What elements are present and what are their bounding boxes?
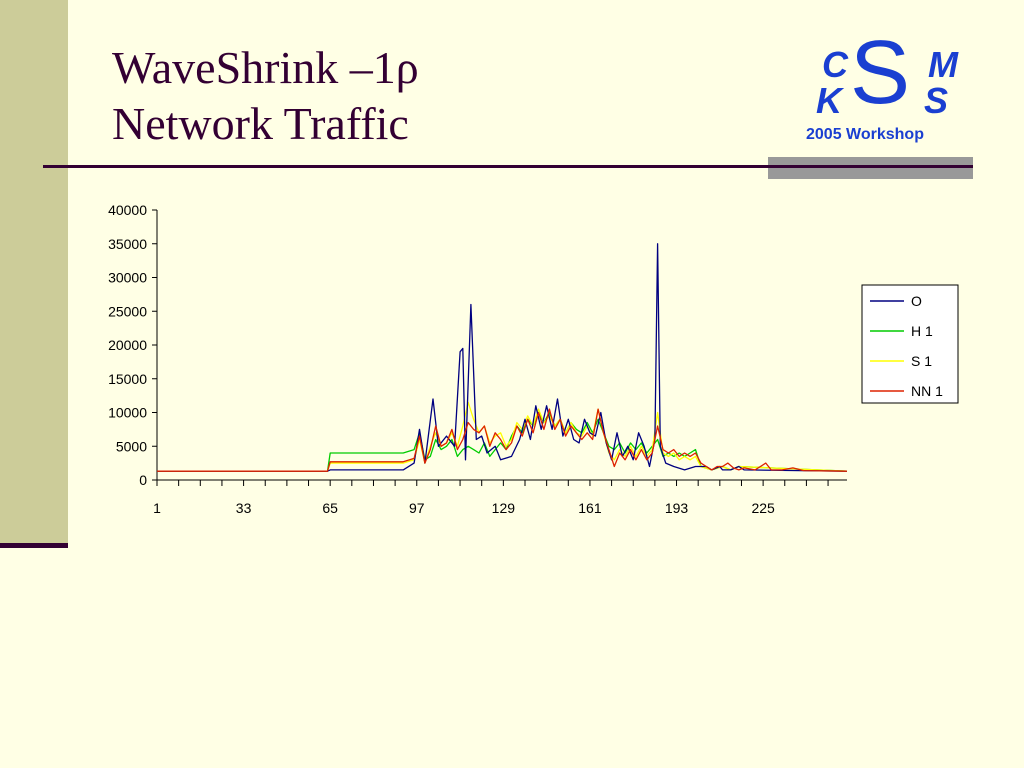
- x-tick-label: 33: [236, 500, 252, 516]
- legend-label: S 1: [911, 353, 932, 369]
- logo-workshop-label: 2005 Workshop: [806, 126, 924, 143]
- header-divider-gray-block: [768, 157, 973, 179]
- logo-letter-big-s: S: [850, 23, 911, 123]
- slide-sidebar: [0, 0, 68, 546]
- x-tick-label: 129: [492, 500, 516, 516]
- chart-legend: [861, 284, 959, 404]
- header-divider: [43, 165, 973, 168]
- y-tick-label: 30000: [108, 270, 147, 286]
- x-tick-label: 161: [578, 500, 602, 516]
- y-tick-label: 15000: [108, 371, 147, 387]
- slide-title-line1: WaveShrink –1ρ: [112, 42, 419, 93]
- sidebar-accent-rule: [0, 543, 68, 548]
- logo-letter-s: S: [924, 80, 949, 121]
- x-tick-label: 225: [751, 500, 775, 516]
- y-tick-label: 5000: [116, 438, 147, 454]
- legend-label: H 1: [911, 323, 933, 339]
- legend-label: O: [911, 293, 922, 309]
- y-tick-label: 0: [139, 472, 147, 488]
- y-tick-label: 40000: [108, 202, 147, 218]
- logo-letter-k: K: [816, 80, 842, 121]
- x-tick-label: 65: [322, 500, 338, 516]
- legend-label: NN 1: [911, 383, 943, 399]
- y-tick-label: 35000: [108, 236, 147, 252]
- x-tick-label: 1: [153, 500, 161, 516]
- series-line-o: [157, 243, 848, 472]
- slide-title: WaveShrink –1ρ Network Traffic: [112, 40, 419, 152]
- series-line-nn-1: [157, 408, 848, 472]
- x-tick-label: 193: [665, 500, 689, 516]
- slide-title-line2: Network Traffic: [112, 98, 409, 149]
- network-traffic-line-chart: 0 5000 10000 15000 20000 25000 30000 35000 40000…: [108, 202, 959, 516]
- logo-letter-m: M: [928, 44, 958, 85]
- logo-letter-c: C: [822, 44, 848, 85]
- y-tick-label: 25000: [108, 303, 147, 319]
- y-tick-label: 10000: [108, 405, 147, 421]
- csmks-logo: C K S M S 2005 Workshop: [800, 28, 970, 148]
- header-divider-overlay: [768, 165, 973, 168]
- y-tick-label: 20000: [108, 337, 147, 353]
- series-line-s-1: [157, 401, 848, 472]
- x-tick-label: 97: [409, 500, 425, 516]
